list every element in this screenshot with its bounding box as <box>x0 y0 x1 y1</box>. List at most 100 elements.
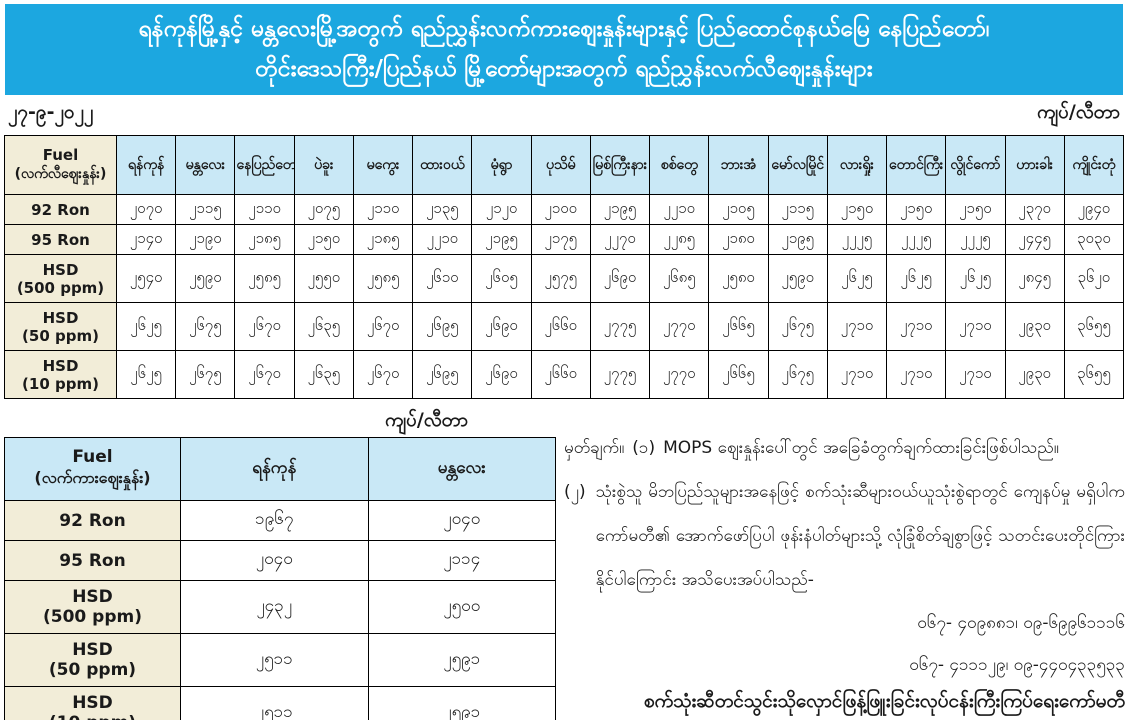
price-cell: ၂၀၄၀ <box>367 500 556 541</box>
note-1-number: (၁) <box>632 438 656 458</box>
price-cell: ၂၁၅၀ <box>886 194 947 225</box>
phone-numbers: ၀၆၇- ၄၀၉၈၈၁၊ ၀၉-၆၉၉၆၁၁၁၆ ၀၆၇- ၄၁၁၁၂၉၊ ၀၉… <box>564 602 1125 686</box>
price-cell: ၂၆၇၀ <box>352 302 414 351</box>
price-cell: ၂၁၈၀ <box>708 224 769 255</box>
city-column-header: မန္တလေး <box>175 135 236 195</box>
fuel-row-label: HSD (500 ppm) <box>4 580 181 634</box>
fuel-row-label: HSD (50 ppm) <box>4 302 117 351</box>
price-cell: ၂၅၉၀ <box>175 254 236 303</box>
price-cell: ၂၅၈၀ <box>708 254 769 303</box>
price-cell: ၂၆၆၀ <box>530 302 591 351</box>
price-cell: ၂၇၁၀ <box>945 350 1006 399</box>
price-cell: ၂၆၂၅ <box>886 254 947 303</box>
price-cell: ၂၆၆၅ <box>708 350 769 399</box>
price-cell: ၂၆၈၅ <box>649 254 710 303</box>
price-cell: ၂၆၁၀ <box>412 254 473 303</box>
city-column-header: စစ်တွေ <box>649 135 710 195</box>
price-cell: ၂၁၀၀ <box>530 194 591 225</box>
note-item-1: မှတ်ချက်။ (၁) MOPS ဈေးနှုန်းပေါ်တွင် အခြ… <box>564 434 1125 462</box>
city-column-header: နေပြည်တော် <box>234 135 295 195</box>
price-cell: ၂၆၉၀ <box>589 254 651 303</box>
table-row: 92 Ron ၂၀၇၀ ၂၁၁၅ ၂၁၁၀ ၂၀၇၅ ၂၁၁၀ ၂၁၃၅ ၂၁၂၀ ၂၁၀၀ ၂၁… <box>4 194 1125 225</box>
price-cell: ၃၆၂၀ <box>1063 254 1125 303</box>
price-cell: ၂၄၃၂ <box>180 580 369 634</box>
price-cell: ၂၆၃၅ <box>293 350 354 399</box>
table-row: HSD (500 ppm) ၂၅၄၀ ၂၅၉၀ ၂၅၈၅ ၂၅၅၀ ၂၅၈၅ ၂၆၁၀ ၂၆၀၅… <box>4 254 1125 303</box>
city-column-header: ထားဝယ် <box>412 135 473 195</box>
price-cell: ၂၆၂၅ <box>115 350 177 399</box>
price-cell: ၂၂၁၀ <box>412 224 473 255</box>
price-cell: ၂၃၇၀ <box>1004 194 1065 225</box>
table-row: HSD (50 ppm) ၂၅၁၁ ၂၅၉၁ <box>4 633 556 687</box>
price-cell: ၂၇၇၅ <box>589 350 651 399</box>
table-row: HSD (10 ppm) ၂၆၂၅ ၂၆၇၅ ၂၆၇၀ ၂၆၃၅ ၂၆၇၀ ၂၆၉၅ ၂၆၉၀၂… <box>4 350 1125 399</box>
price-cell: ၂၆၆၀ <box>530 350 591 399</box>
price-cell: ၂၆၀၅ <box>471 254 532 303</box>
fuel-row-label: 95 Ron <box>4 224 117 255</box>
fuel-row-label: HSD(10 ppm) <box>4 350 117 399</box>
price-cell: ၂၁၈၅ <box>234 224 295 255</box>
price-cell: ၂၆၇၅ <box>767 302 828 351</box>
price-cell: ၂၆၇၅ <box>175 350 236 399</box>
price-cell: ၂၁၅၀ <box>945 194 1006 225</box>
price-cell: ၂၅၇၅ <box>530 254 591 303</box>
wholesale-price-table: Fuel (လက်ကားဈေးနှုန်း) ရန်ကုန် မန္တလေး 92 Ro… <box>4 437 556 720</box>
city-column-header: ပုသိမ် <box>530 135 591 195</box>
title-banner: ရန်ကုန်မြို့နှင့် မန္တလေးမြို့အတွက် ရည်ည… <box>5 4 1123 95</box>
city-column-header: တောင်ကြီး <box>886 135 947 195</box>
unit-label-top: ကျပ်/လီတာ <box>1037 101 1120 123</box>
price-cell: ၂၂၇၀ <box>589 224 651 255</box>
table-row: 92 Ron ၁၉၆၇ ၂၀၄၀ <box>4 500 556 541</box>
fuel-column-header: Fuel (လက်လီဈေးနှုန်း) <box>4 135 117 195</box>
city-column-header: ပဲခူး <box>293 135 354 195</box>
price-cell: ၂၅၅၀ <box>293 254 354 303</box>
price-cell: ၂၆၇၀ <box>352 350 414 399</box>
price-cell: ၂၁၁၄ <box>367 540 556 581</box>
note-2-text: သုံးစွဲသူ မိဘပြည်သူများအနေဖြင့် စက်သုံးဆ… <box>595 482 1125 590</box>
phone-line-2: ၀၆၇- ၄၁၁၁၂၉၊ ၀၉-၄၄၀၄၃၃၅၃၃ <box>909 655 1125 675</box>
price-cell: ၂၅၉၀ <box>767 254 828 303</box>
price-cell: ၂၆၇၅ <box>175 302 236 351</box>
price-cell: ၃၆၅၅ <box>1063 302 1125 351</box>
price-cell: ၂၂၁၀ <box>649 194 710 225</box>
city-column-header: လွိုင်ကော် <box>945 135 1006 195</box>
price-cell: ၂၆၂၅ <box>115 302 177 351</box>
price-cell: ၂၅၁၁ <box>180 633 369 687</box>
fuel-row-label: HSD (50 ppm) <box>4 633 181 687</box>
city-column-header: မန္တလေး <box>367 437 556 501</box>
table-row: HSD (500 ppm) ၂၄၃၂ ၂၅၀၀ <box>4 580 556 634</box>
title-line-2: တိုင်းဒေသကြီး/ပြည်နယ် မြို့တော်များအတွက်… <box>255 56 873 82</box>
price-cell: ၂၆၉၅ <box>412 302 473 351</box>
note-prefix: မှတ်ချက်။ <box>564 438 625 458</box>
price-cell: ၂၆၇၀ <box>234 302 295 351</box>
price-cell: ၂၇၇၅ <box>589 302 651 351</box>
city-column-header: မော်လမြိုင် <box>767 135 828 195</box>
price-cell: ၂၆၂၅ <box>945 254 1006 303</box>
fuel-row-label: HSD (500 ppm) <box>4 254 117 303</box>
city-column-header: လားရှိုး <box>826 135 888 195</box>
retail-price-table: Fuel (လက်လီဈေးနှုန်း) ရန်ကုန် မန္တလေး နေပြည်… <box>4 135 1125 399</box>
price-cell: ၂၁၅၀ <box>826 194 888 225</box>
fuel-row-label: 95 Ron <box>4 540 181 581</box>
note-2-number: (၂) <box>564 482 586 502</box>
city-column-header: ရန်ကုန် <box>180 437 369 501</box>
price-cell: ၂၄၄၅ <box>1004 224 1065 255</box>
price-cell: ၂၆၉၅ <box>412 350 473 399</box>
price-cell: ၂၁၇၅ <box>530 224 591 255</box>
price-cell: ၂၆၇၀ <box>234 350 295 399</box>
price-cell: ၂၅၈၅ <box>234 254 295 303</box>
price-cell: ၂၁၅၀ <box>293 224 354 255</box>
city-column-header: ဟားခါး <box>1004 135 1065 195</box>
fuel-row-label: HSD(10 ppm) <box>4 686 181 720</box>
price-cell: ၂၅၉၁ <box>367 686 556 720</box>
meta-row: ၂၇-၉-၂၀၂၂ ကျပ်/လီတာ <box>8 100 1120 128</box>
price-cell: ၂၂၂၅ <box>945 224 1006 255</box>
city-column-header: ရန်ကုန် <box>115 135 177 195</box>
phone-line-1: ၀၆၇- ၄၀၉၈၈၁၊ ၀၉-၆၉၉၆၁၁၁၆ <box>917 613 1125 633</box>
price-cell: ၂၆၉၀ <box>471 350 532 399</box>
price-cell: ၂၆၉၀ <box>471 302 532 351</box>
price-cell: ၂၇၁၀ <box>826 350 888 399</box>
fuel-row-label: 92 Ron <box>4 500 181 541</box>
